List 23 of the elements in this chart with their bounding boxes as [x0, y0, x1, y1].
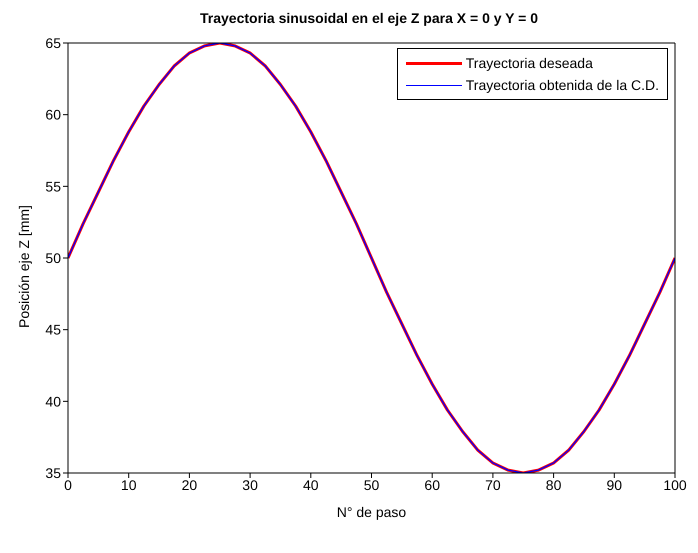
x-tick-label: 40 — [303, 476, 319, 493]
x-tick-label: 90 — [606, 476, 622, 493]
legend-label: Trayectoria deseada — [466, 54, 593, 73]
y-tick-label: 55 — [45, 178, 62, 194]
y-tick-label: 45 — [45, 322, 62, 338]
x-tick-label: 60 — [424, 476, 440, 493]
y-tick-label: 60 — [45, 106, 62, 123]
legend-label: Trayectoria obtenida de la C.D. — [466, 76, 659, 95]
y-tick-label: 40 — [45, 393, 62, 410]
y-tick-label: 50 — [45, 250, 62, 266]
y-axis-title: Posición eje Z [mm] — [16, 205, 32, 328]
y-tick-label: 65 — [45, 34, 62, 51]
x-tick-label: 0 — [64, 476, 72, 493]
x-tick-label: 50 — [364, 476, 380, 493]
x-tick-label: 100 — [663, 476, 687, 493]
chart-title: Trayectoria sinusoidal en el eje Z para X = 0 y Y = 0 — [199, 10, 539, 26]
x-tick-label: 70 — [485, 476, 501, 493]
x-tick-label: 20 — [182, 476, 198, 493]
x-axis-title: N° de paso — [336, 504, 406, 520]
y-tick-label: 35 — [45, 464, 62, 481]
x-tick-label: 80 — [546, 476, 562, 493]
x-tick-label: 10 — [120, 476, 137, 493]
x-tick-label: 30 — [242, 476, 258, 493]
